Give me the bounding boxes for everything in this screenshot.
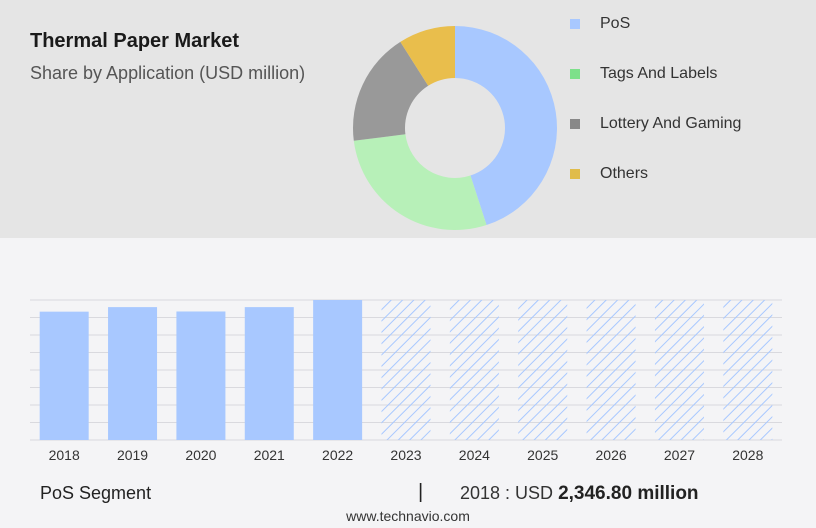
x-tick-label-2026: 2026 <box>596 447 627 463</box>
legend-item-lottery-and-gaming: Lottery And Gaming <box>570 114 741 134</box>
x-tick-label-2027: 2027 <box>664 447 695 463</box>
x-tick-label-2021: 2021 <box>254 447 285 463</box>
donut-slice-lottery-and-gaming <box>353 41 429 141</box>
bar-forecast-2025 <box>518 300 568 440</box>
bar-chart: 2018 2019 2020 2021 2022 2023 2024 2025 2026 2027… <box>30 299 782 463</box>
bar-2021 <box>244 307 294 440</box>
x-tick-label-2019: 2019 <box>117 447 148 463</box>
bar-2020 <box>176 311 226 440</box>
x-tick-label-2028: 2028 <box>732 447 763 463</box>
legend-swatch <box>570 119 580 129</box>
x-tick-label-2018: 2018 <box>49 447 80 463</box>
bar-forecast-2027 <box>654 300 704 440</box>
bar-forecast-2024 <box>449 300 499 440</box>
legend-swatch <box>570 69 580 79</box>
footer-separator: | <box>418 481 424 503</box>
legend-label: Lottery And Gaming <box>600 115 742 132</box>
bar-2018 <box>39 311 89 440</box>
legend-item-pos: PoS <box>570 14 630 34</box>
x-tick-label-2025: 2025 <box>527 447 558 463</box>
source-url[interactable]: www.technavio.com <box>346 508 470 524</box>
legend-item-others: Others <box>570 164 648 184</box>
legend-label: PoS <box>600 15 631 32</box>
donut-slice-others <box>400 26 455 86</box>
bar-forecast-2028 <box>723 300 773 440</box>
legend-swatch <box>570 19 580 29</box>
x-tick-label-2022: 2022 <box>322 447 353 463</box>
footer-value-amount: 2,346.80 million <box>558 483 699 504</box>
legend-swatch <box>570 169 580 179</box>
donut-slice-pos <box>455 26 557 226</box>
legend-item-tags-and-labels: Tags And Labels <box>570 64 717 84</box>
legend-label: Tags And Labels <box>600 65 718 82</box>
bar-forecast-2023 <box>381 300 431 440</box>
x-tick-label-2024: 2024 <box>459 447 490 463</box>
legend-label: Others <box>600 165 649 182</box>
footer-value: 2018 : USD 2,346.80 million <box>460 483 699 505</box>
chart-title: Thermal Paper Market <box>30 30 239 52</box>
x-tick-label-2020: 2020 <box>185 447 216 463</box>
donut-slice-tags-and-labels <box>353 134 487 230</box>
footer-year-prefix: 2018 : USD <box>460 483 554 503</box>
footer-segment-label: PoS Segment <box>40 483 152 503</box>
bar-2019 <box>108 307 158 440</box>
donut-chart <box>353 26 557 230</box>
bar-forecast-2026 <box>586 300 636 440</box>
bar-2022 <box>313 300 363 440</box>
x-tick-label-2023: 2023 <box>390 447 421 463</box>
chart-subtitle: Share by Application (USD million) <box>30 63 306 83</box>
